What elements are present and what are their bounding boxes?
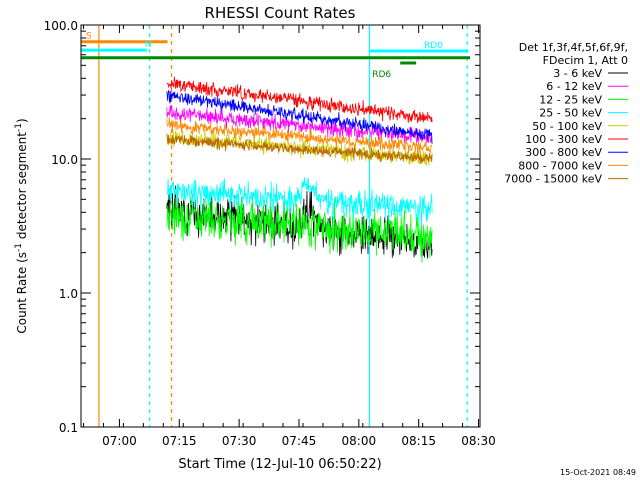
state-label-rd6: RD6 <box>372 70 391 80</box>
state-label-n: N <box>145 40 152 50</box>
y-axis: 0.1 1.0 10.0 100.0 <box>44 19 480 435</box>
y-tick-label-3: 100.0 <box>44 19 78 33</box>
x-tick-label-3: 07:45 <box>282 434 317 448</box>
x-axis-label: Start Time (12-Jul-10 06:50:22) <box>178 457 381 472</box>
x-tick-label-4: 08:00 <box>342 434 377 448</box>
x-tick-label-5: 08:15 <box>401 434 436 448</box>
plot-frame <box>80 24 481 428</box>
chart-title: RHESSI Count Rates <box>205 4 356 22</box>
state-label-s: S <box>86 32 92 42</box>
legend-label-5: 100 - 300 keV <box>525 133 602 146</box>
y-tick-label-2: 10.0 <box>51 153 78 167</box>
state-label-rd0: RD0 <box>424 41 443 51</box>
legend-label-8: 7000 - 15000 keV <box>504 173 602 186</box>
legend-label-6: 300 - 800 keV <box>525 146 602 159</box>
x-tick-label-2: 07:30 <box>222 434 257 448</box>
y-axis-label: Count Rate (s-1 detector segment-1) <box>14 118 29 333</box>
y-tick-label-0: 0.1 <box>59 421 78 435</box>
series-line-7 <box>166 116 433 154</box>
y-tick-label-1: 1.0 <box>59 287 78 301</box>
series-group <box>166 76 433 263</box>
legend-label-2: 12 - 25 keV <box>539 93 602 106</box>
series-line-6 <box>166 89 433 144</box>
x-tick-label-0: 07:00 <box>102 434 137 448</box>
legend-label-7: 800 - 7000 keV <box>518 159 602 172</box>
legend-label-1: 6 - 12 keV <box>546 80 602 93</box>
series-line-3 <box>166 176 433 228</box>
instrument-state-annotations: S N RD0 RD6 <box>81 32 471 80</box>
x-tick-label-6: 08:30 <box>461 434 496 448</box>
series-line-8 <box>166 133 433 165</box>
legend-header-1: FDecim 1, Att 0 <box>543 54 628 67</box>
legend-header-0: Det 1f,3f,4f,5f,6f,9f, <box>519 41 628 54</box>
legend-label-0: 3 - 6 keV <box>553 67 602 80</box>
x-tick-label-1: 07:15 <box>162 434 197 448</box>
series-line-2 <box>166 191 433 263</box>
series-line-5 <box>166 76 433 124</box>
footer-timestamp: 15-Oct-2021 08:49 <box>560 468 636 477</box>
x-axis: 07:00 07:15 07:30 07:45 08:00 08:15 08:30 <box>83 25 496 448</box>
instrument-state-vlines <box>98 25 468 427</box>
legend-label-4: 50 - 100 keV <box>532 120 602 133</box>
legend-label-3: 25 - 50 keV <box>539 107 602 120</box>
legend: Det 1f,3f,4f,5f,6f,9f,FDecim 1, Att 03 -… <box>504 41 628 186</box>
